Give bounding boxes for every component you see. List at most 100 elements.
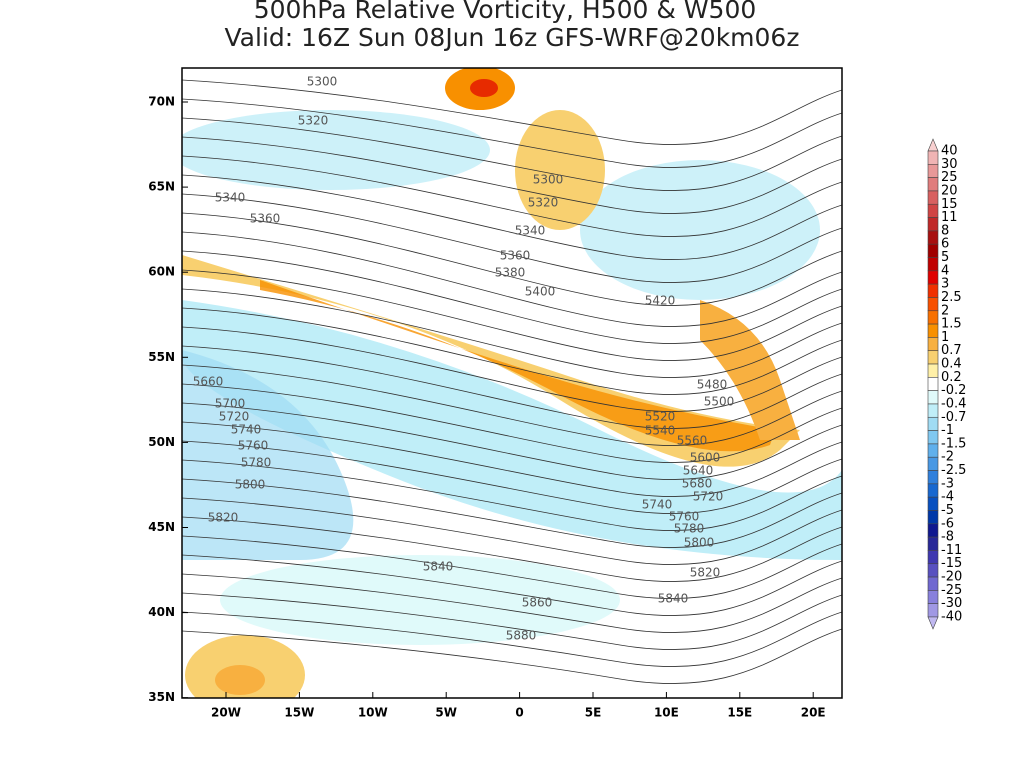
contour-label: 5820 [208, 511, 239, 525]
contour-label: 5700 [215, 397, 246, 411]
contour-label: 5380 [495, 266, 526, 280]
height-contours [182, 79, 842, 684]
colorbar-label: 25 [941, 170, 958, 185]
colorbar-label: 40 [941, 144, 958, 159]
contour-line [182, 459, 842, 531]
colorbar-box [927, 323, 939, 338]
contour-line [182, 117, 842, 191]
contour-label: 5780 [241, 456, 272, 470]
colorbar-label: -3 [941, 476, 954, 491]
contour-line [182, 98, 842, 168]
contour-line [182, 440, 842, 514]
contour-label: 5840 [423, 560, 454, 574]
contour-label: 5720 [693, 490, 724, 504]
contour-line [182, 478, 842, 548]
vorticity-area [182, 110, 490, 190]
colorbar-label: -4 [941, 490, 954, 505]
colorbar-box [927, 217, 939, 232]
colorbar-box [927, 310, 939, 325]
colorbar-box [927, 350, 939, 365]
colorbar-label: 8 [941, 223, 949, 238]
colorbar-box [927, 416, 939, 431]
contour-label: 5800 [235, 478, 266, 492]
contour-line [182, 554, 842, 616]
contour-line [182, 288, 842, 378]
contour-label: 5320 [528, 196, 559, 210]
contour-label: 5680 [682, 477, 713, 491]
contour-label: 5340 [515, 224, 546, 238]
colorbar-label: 6 [941, 237, 949, 252]
colorbar-box [927, 377, 939, 391]
contour-line [182, 535, 842, 599]
vorticity-area [470, 79, 498, 97]
colorbar-box [927, 550, 939, 565]
latitude-label: 50N [148, 435, 175, 449]
colorbar-label: -1.5 [941, 436, 966, 451]
contour-label: 5860 [522, 596, 553, 610]
colorbar-box [927, 430, 939, 445]
colorbar-label: -5 [941, 503, 954, 518]
contour-label: 5800 [684, 536, 715, 550]
longitude-label: 10E [654, 706, 679, 720]
colorbar-box [927, 483, 939, 498]
contour-label: 5760 [669, 510, 700, 524]
colorbar-label: 3 [941, 277, 949, 292]
colorbar-label: 4 [941, 263, 949, 278]
vorticity-area [215, 665, 265, 695]
colorbar-box [927, 403, 939, 418]
colorbar-label: 0.2 [941, 370, 962, 385]
colorbar-label: 1 [941, 330, 949, 345]
colorbar-box [927, 470, 939, 485]
contour-line [182, 611, 842, 667]
contour-line [182, 402, 842, 480]
colorbar-triangle [927, 616, 939, 630]
colorbar-box [927, 257, 939, 272]
colorbar-box [927, 337, 939, 352]
contour-line [182, 573, 842, 633]
colorbar-box [927, 563, 939, 578]
colorbar-label: 0.4 [941, 357, 962, 372]
colorbar-label: -0.7 [941, 410, 966, 425]
colorbar-box [927, 510, 939, 525]
contour-label: 5300 [307, 75, 338, 89]
longitude-label: 15E [727, 706, 752, 720]
colorbar-box [927, 590, 939, 604]
contour-line [182, 383, 842, 463]
contour-line [182, 174, 842, 260]
colorbar-label: -0.4 [941, 396, 966, 411]
contour-label: 5420 [645, 294, 676, 308]
contour-label: 5880 [506, 629, 537, 643]
longitude-label: 5E [585, 706, 602, 720]
title: 500hPa Relative Vorticity, H500 & W500 [254, 0, 757, 24]
colorbar-label: 1.5 [941, 317, 962, 332]
colorbar-label: 20 [941, 183, 958, 198]
colorbar-box [927, 297, 939, 312]
contour-label: 5400 [525, 285, 556, 299]
latitude-label: 45N [148, 520, 175, 534]
contour-line [182, 250, 842, 344]
colorbar-box [927, 190, 939, 205]
contour-label: 5360 [500, 249, 531, 263]
contour-label: 5840 [658, 592, 689, 606]
contour-line [182, 269, 842, 361]
latitude-label: 65N [148, 180, 175, 194]
colorbar-box [927, 203, 939, 218]
longitude-label: 10W [358, 706, 388, 720]
colorbar-label: 2.5 [941, 290, 962, 305]
contour-line [182, 231, 842, 327]
contour-label: 5540 [645, 424, 676, 438]
colorbar-box [927, 390, 939, 405]
longitude-label: 0 [515, 706, 523, 720]
contour-label: 5340 [215, 191, 246, 205]
contour-line [182, 497, 842, 565]
contour-line [182, 516, 842, 582]
vorticity-area [515, 110, 605, 230]
colorbar-box [927, 576, 939, 591]
contour-line [182, 307, 842, 395]
latitude-label: 70N [148, 95, 175, 109]
vorticity-area [700, 300, 800, 440]
axes: 70N 65N 60N 55N 50N 45N 40N 35N 20W 15W 10W 5W 0 5E 10… [148, 95, 825, 720]
colorbar-label: -25 [941, 583, 962, 598]
vorticity-area [260, 280, 775, 452]
contour-line [182, 79, 842, 145]
